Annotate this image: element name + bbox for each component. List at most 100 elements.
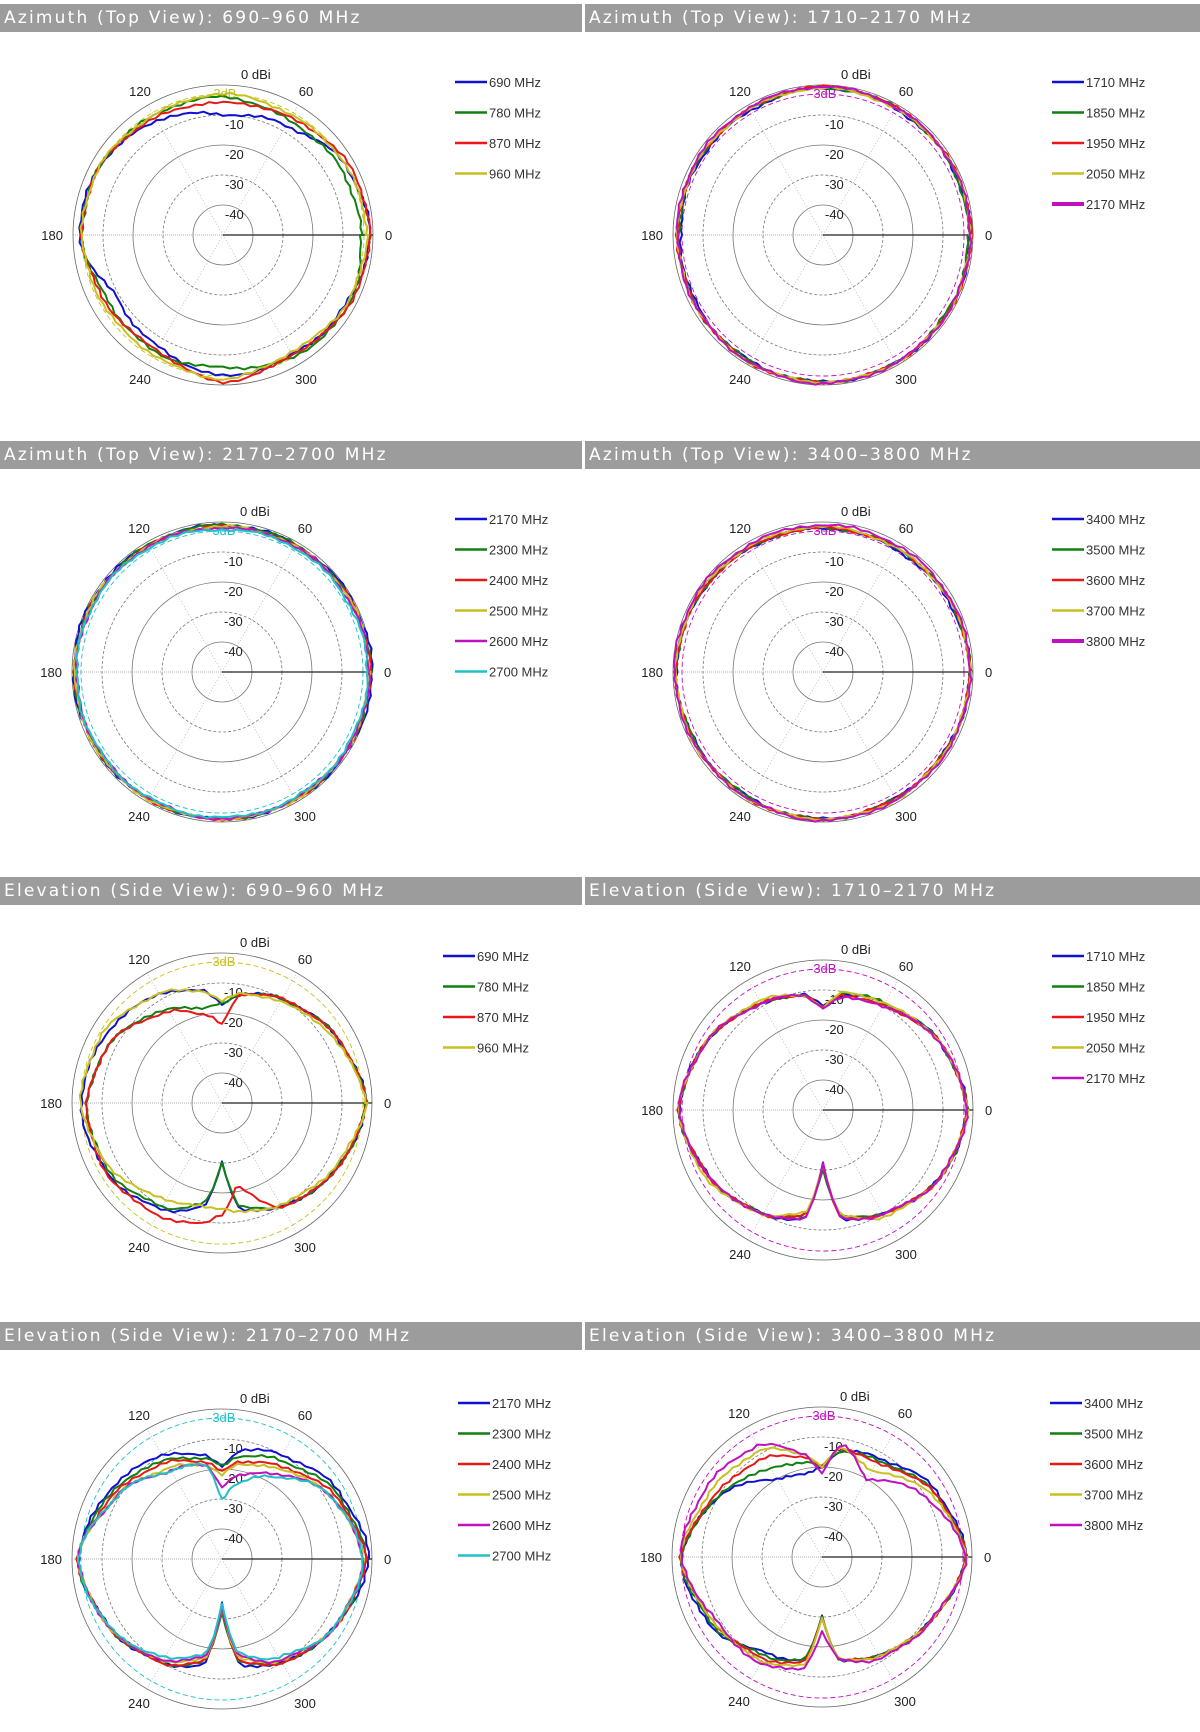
radial-tick-label: -30 <box>224 1045 243 1060</box>
radial-tick-label: -20 <box>224 1015 243 1030</box>
angle-tick-label: 0 <box>385 228 392 243</box>
angle-tick-label: 240 <box>729 1247 751 1262</box>
radial-tick-label: -30 <box>224 1501 243 1516</box>
legend-label: 3400 MHz <box>1084 1396 1143 1411</box>
grid-spoke <box>747 671 824 803</box>
grid-spoke <box>221 1558 298 1690</box>
angle-tick-label: 240 <box>128 809 150 824</box>
radial-tick-label: -10 <box>825 117 844 132</box>
angle-tick-label: 0 <box>985 228 992 243</box>
radial-tick-label: -40 <box>225 207 244 222</box>
legend: 1710 MHz 1850 MHz 1950 MHz 2050 MHz 2170 MHz <box>1052 75 1145 212</box>
angle-tick-label: 240 <box>129 372 151 387</box>
grid-spoke <box>147 104 224 236</box>
radial-tick-label: -40 <box>825 207 844 222</box>
grid-spoke <box>747 1109 824 1241</box>
grid-spoke <box>821 1426 898 1558</box>
radial-tick-label: 0 dBi <box>240 935 270 950</box>
angle-tick-label: 180 <box>40 1096 62 1111</box>
legend-label: 2170 MHz <box>489 512 548 527</box>
angle-tick-label: 300 <box>294 1696 316 1711</box>
grid-spoke <box>221 1428 298 1560</box>
legend: 690 MHz 780 MHz 870 MHz 960 MHz <box>443 949 529 1056</box>
series-line-3700-mhz <box>673 524 973 821</box>
series-line-3800-mhz <box>679 1442 968 1671</box>
legend-label: 3800 MHz <box>1086 634 1145 649</box>
grid-spoke <box>222 104 299 236</box>
legend-label: 2400 MHz <box>489 573 548 588</box>
grid-spoke <box>147 234 224 366</box>
angle-tick-label: 60 <box>298 521 312 536</box>
angle-tick-label: 120 <box>728 1406 750 1421</box>
radial-tick-label: -30 <box>824 1499 843 1514</box>
angle-tick-label: 300 <box>894 1694 916 1709</box>
legend-label: 3700 MHz <box>1086 604 1145 619</box>
angle-tick-label: 240 <box>729 372 751 387</box>
series-line-2700-mhz <box>76 1462 365 1661</box>
radial-tick-label: -20 <box>225 147 244 162</box>
legend-label: 2700 MHz <box>492 1549 551 1564</box>
radial-tick-label: 0 dBi <box>240 1391 270 1406</box>
radial-tick-label: 0 dBi <box>240 504 270 519</box>
legend-label: 1950 MHz <box>1086 1010 1145 1025</box>
angle-tick-label: 0 <box>985 665 992 680</box>
legend-label: 3800 MHz <box>1084 1518 1143 1533</box>
angle-tick-label: 120 <box>729 521 751 536</box>
grid-spoke <box>822 541 899 673</box>
legend-label: 2170 MHz <box>1086 1071 1145 1086</box>
panel-header-azimuth-1710-2170: Azimuth (Top View): 1710–2170 MHz <box>585 4 1200 32</box>
angle-tick-label: 60 <box>298 952 312 967</box>
legend: 690 MHz 780 MHz 870 MHz 960 MHz <box>455 75 541 182</box>
legend-label: 870 MHz <box>477 1010 529 1025</box>
grid-spoke <box>221 671 298 803</box>
angle-tick-label: 180 <box>40 1552 62 1567</box>
grid-spoke <box>821 1556 898 1688</box>
panel-header-azimuth-3400-3800: Azimuth (Top View): 3400–3800 MHz <box>585 441 1200 469</box>
angle-tick-label: 120 <box>729 959 751 974</box>
legend-label: 2500 MHz <box>492 1488 551 1503</box>
legend: 2170 MHz 2300 MHz 2400 MHz 2500 MHz 2600 MHz… <box>458 1396 551 1564</box>
radial-tick-label: 0 dBi <box>841 942 871 957</box>
angle-tick-label: 120 <box>128 952 150 967</box>
grid-spoke <box>747 979 824 1111</box>
panel-header-elevation-690-960: Elevation (Side View): 690–960 MHz <box>0 877 582 905</box>
grid-spoke <box>146 1428 223 1560</box>
legend-label: 1850 MHz <box>1086 106 1145 121</box>
legend-label: 2050 MHz <box>1086 1041 1145 1056</box>
angle-tick-label: 240 <box>128 1240 150 1255</box>
legend-label: 3600 MHz <box>1086 573 1145 588</box>
angle-tick-label: 120 <box>129 84 151 99</box>
radial-tick-label: -10 <box>825 554 844 569</box>
radial-tick-label: -40 <box>825 1082 844 1097</box>
grid-spoke <box>221 972 298 1104</box>
grid-spoke <box>822 979 899 1111</box>
panel-header-elevation-3400-3800: Elevation (Side View): 3400–3800 MHz <box>585 1322 1200 1350</box>
legend-label: 3600 MHz <box>1084 1457 1143 1472</box>
angle-tick-label: 60 <box>898 1406 912 1421</box>
legend-label: 2300 MHz <box>489 543 548 558</box>
radial-tick-label: -10 <box>225 117 244 132</box>
legend-label: 960 MHz <box>477 1041 529 1056</box>
angle-tick-label: 300 <box>895 809 917 824</box>
angle-tick-label: 300 <box>294 1240 316 1255</box>
angle-tick-label: 180 <box>641 1103 663 1118</box>
grid-spoke <box>747 541 824 673</box>
radial-tick-label: -30 <box>825 614 844 629</box>
legend-label: 3500 MHz <box>1086 543 1145 558</box>
angle-tick-label: 60 <box>298 1408 312 1423</box>
series-line-2700-mhz <box>75 528 369 819</box>
grid-spoke <box>221 541 298 673</box>
series-line-960-mhz <box>78 988 369 1214</box>
legend-label: 1950 MHz <box>1086 136 1145 151</box>
angle-tick-label: 120 <box>729 84 751 99</box>
angle-tick-label: 60 <box>299 84 313 99</box>
grid-spoke <box>822 671 899 803</box>
angle-tick-label: 120 <box>128 521 150 536</box>
angle-tick-label: 240 <box>729 809 751 824</box>
